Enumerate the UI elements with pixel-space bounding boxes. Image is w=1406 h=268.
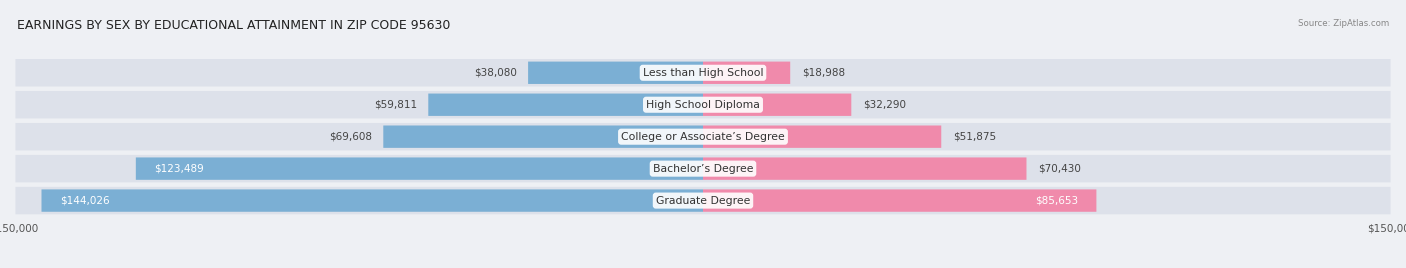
FancyBboxPatch shape (15, 59, 1391, 87)
Text: Bachelor’s Degree: Bachelor’s Degree (652, 164, 754, 174)
FancyBboxPatch shape (15, 187, 1391, 214)
FancyBboxPatch shape (15, 155, 1391, 183)
Text: $32,290: $32,290 (863, 100, 905, 110)
Text: $70,430: $70,430 (1038, 164, 1081, 174)
FancyBboxPatch shape (15, 91, 1391, 118)
FancyBboxPatch shape (384, 125, 703, 148)
Text: $51,875: $51,875 (953, 132, 995, 142)
Text: Graduate Degree: Graduate Degree (655, 196, 751, 206)
Text: $18,988: $18,988 (801, 68, 845, 78)
FancyBboxPatch shape (703, 189, 1097, 212)
FancyBboxPatch shape (15, 123, 1391, 150)
FancyBboxPatch shape (703, 62, 790, 84)
Text: Less than High School: Less than High School (643, 68, 763, 78)
Text: EARNINGS BY SEX BY EDUCATIONAL ATTAINMENT IN ZIP CODE 95630: EARNINGS BY SEX BY EDUCATIONAL ATTAINMEN… (17, 19, 450, 32)
FancyBboxPatch shape (703, 94, 851, 116)
Text: College or Associate’s Degree: College or Associate’s Degree (621, 132, 785, 142)
FancyBboxPatch shape (703, 125, 941, 148)
Text: Source: ZipAtlas.com: Source: ZipAtlas.com (1298, 19, 1389, 28)
FancyBboxPatch shape (429, 94, 703, 116)
FancyBboxPatch shape (136, 157, 703, 180)
Text: $144,026: $144,026 (60, 196, 110, 206)
FancyBboxPatch shape (42, 189, 703, 212)
Text: $85,653: $85,653 (1035, 196, 1078, 206)
FancyBboxPatch shape (703, 157, 1026, 180)
Text: $123,489: $123,489 (155, 164, 204, 174)
Text: $69,608: $69,608 (329, 132, 371, 142)
Text: $38,080: $38,080 (474, 68, 516, 78)
FancyBboxPatch shape (529, 62, 703, 84)
Text: $59,811: $59,811 (374, 100, 416, 110)
Text: High School Diploma: High School Diploma (647, 100, 759, 110)
